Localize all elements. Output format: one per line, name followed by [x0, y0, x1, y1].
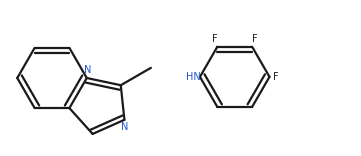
Text: F: F: [212, 34, 218, 44]
Text: N: N: [121, 122, 128, 132]
Text: F: F: [252, 34, 257, 44]
Text: F: F: [273, 72, 279, 82]
Text: HN: HN: [186, 72, 200, 82]
Text: N: N: [84, 65, 91, 75]
